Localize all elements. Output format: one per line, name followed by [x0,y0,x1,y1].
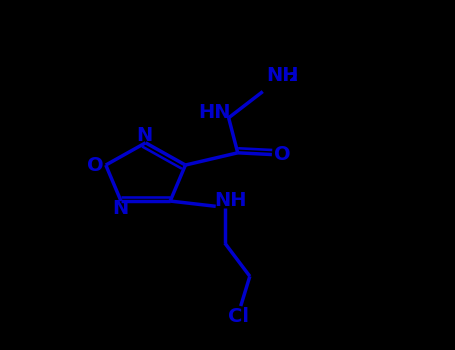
Text: Cl: Cl [228,307,249,326]
Text: HN: HN [199,103,231,122]
Text: O: O [273,145,290,164]
Text: N: N [136,126,153,145]
Text: NH: NH [266,66,299,85]
Text: O: O [87,155,104,175]
Text: 2: 2 [289,71,298,84]
Text: NH: NH [214,190,247,210]
Text: N: N [112,199,128,218]
